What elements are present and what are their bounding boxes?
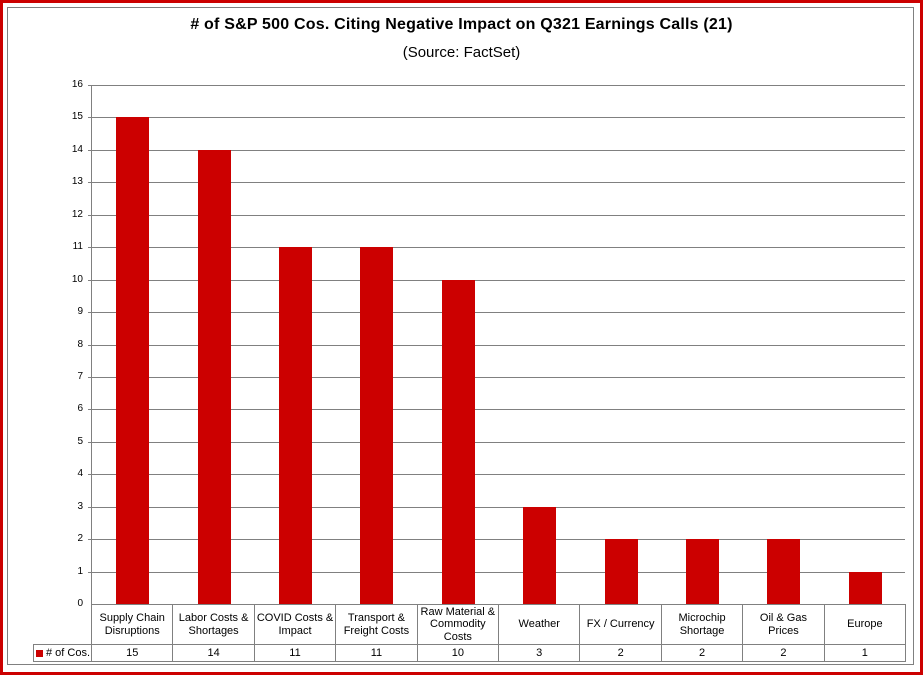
- category-header-cell: Weather: [498, 605, 579, 644]
- y-axis-tick-label: 9: [77, 306, 83, 318]
- bar: [686, 539, 719, 604]
- y-axis-tick-label: 0: [77, 598, 83, 609]
- gridline: [88, 247, 905, 249]
- y-axis-tick-label: 10: [71, 273, 83, 285]
- data-table: Supply Chain Disruptions Labor Costs & Sh…: [33, 604, 906, 662]
- category-header-cell: FX / Currency: [579, 605, 660, 644]
- bar: [441, 279, 475, 604]
- bar: [523, 506, 557, 604]
- gridline: [88, 474, 905, 476]
- value-cell: 2: [742, 645, 823, 661]
- y-axis-tick-label: 13: [71, 176, 83, 188]
- y-axis-tick-label: 5: [77, 435, 83, 447]
- value-cell: 11: [335, 645, 416, 661]
- gridline: [88, 117, 905, 119]
- gridline: [88, 344, 905, 346]
- y-axis-tick-label: 8: [77, 338, 83, 350]
- category-header-cell: Oil & Gas Prices: [742, 605, 823, 644]
- category-header-cell: Labor Costs & Shortages: [172, 605, 253, 644]
- gridline: [88, 409, 905, 411]
- bar: [116, 117, 150, 604]
- value-cell: 1: [823, 645, 905, 661]
- value-cell: 3: [498, 645, 579, 661]
- category-header-row: Supply Chain Disruptions Labor Costs & Sh…: [91, 604, 906, 644]
- category-header-cell: Raw Material & Commodity Costs: [416, 605, 498, 644]
- y-axis-tick-label: 6: [77, 403, 83, 415]
- bar: [604, 539, 638, 604]
- y-axis-tick-label: 2: [77, 533, 83, 545]
- value-cell: 2: [579, 645, 660, 661]
- gridline: [88, 214, 905, 216]
- value-cell: 2: [660, 645, 742, 661]
- bar: [848, 571, 882, 604]
- gridline: [88, 279, 905, 281]
- gridline: [88, 539, 905, 541]
- y-axis-tick-label: 11: [72, 241, 83, 253]
- y-axis-tick-label: 7: [77, 370, 83, 382]
- gridline: [88, 506, 905, 508]
- value-row: 15 14 11 11 10 3 2 2 2 1: [91, 644, 906, 662]
- value-cell: 15: [91, 645, 172, 661]
- y-axis-tick-label: 4: [77, 468, 83, 480]
- legend-key-cell: # of Cos.: [33, 644, 92, 662]
- y-axis-tick-label: 14: [71, 143, 83, 155]
- category-header-cell: Supply Chain Disruptions: [91, 605, 172, 644]
- series-name-label: # of Cos.: [46, 646, 91, 659]
- y-axis-tick-label: 15: [71, 111, 83, 123]
- gridline: [88, 571, 905, 573]
- value-cell: 10: [416, 645, 498, 661]
- value-cell: 11: [253, 645, 335, 661]
- plot-area: [88, 85, 905, 604]
- category-header-cell: Transport & Freight Costs: [335, 605, 416, 644]
- chart-title: # of S&P 500 Cos. Citing Negative Impact…: [190, 16, 733, 33]
- gridline: [88, 376, 905, 378]
- series-color-swatch-icon: [36, 649, 43, 657]
- gridline: [88, 441, 905, 443]
- bar: [279, 247, 312, 604]
- chart-subtitle: (Source: FactSet): [402, 44, 521, 61]
- gridline: [88, 182, 905, 184]
- gridline: [88, 85, 905, 86]
- y-axis: 0 1 2 3 4 5 6 7 8 9 10 11 12 13 14 15 16: [3, 79, 83, 609]
- bar: [767, 539, 801, 604]
- y-axis-tick-label: 1: [77, 565, 83, 577]
- value-cell: 14: [172, 645, 253, 661]
- category-header-cell: Microchip Shortage: [660, 605, 742, 644]
- y-axis-tick-label: 12: [71, 208, 83, 220]
- category-header-cell: COVID Costs & Impact: [253, 605, 335, 644]
- y-axis-tick-label: 16: [71, 79, 83, 90]
- category-header-cell: Europe: [823, 605, 905, 644]
- gridline: [88, 312, 905, 314]
- bar: [360, 247, 394, 604]
- bar: [197, 149, 231, 604]
- y-axis-tick-label: 3: [77, 500, 83, 512]
- gridline: [88, 149, 905, 151]
